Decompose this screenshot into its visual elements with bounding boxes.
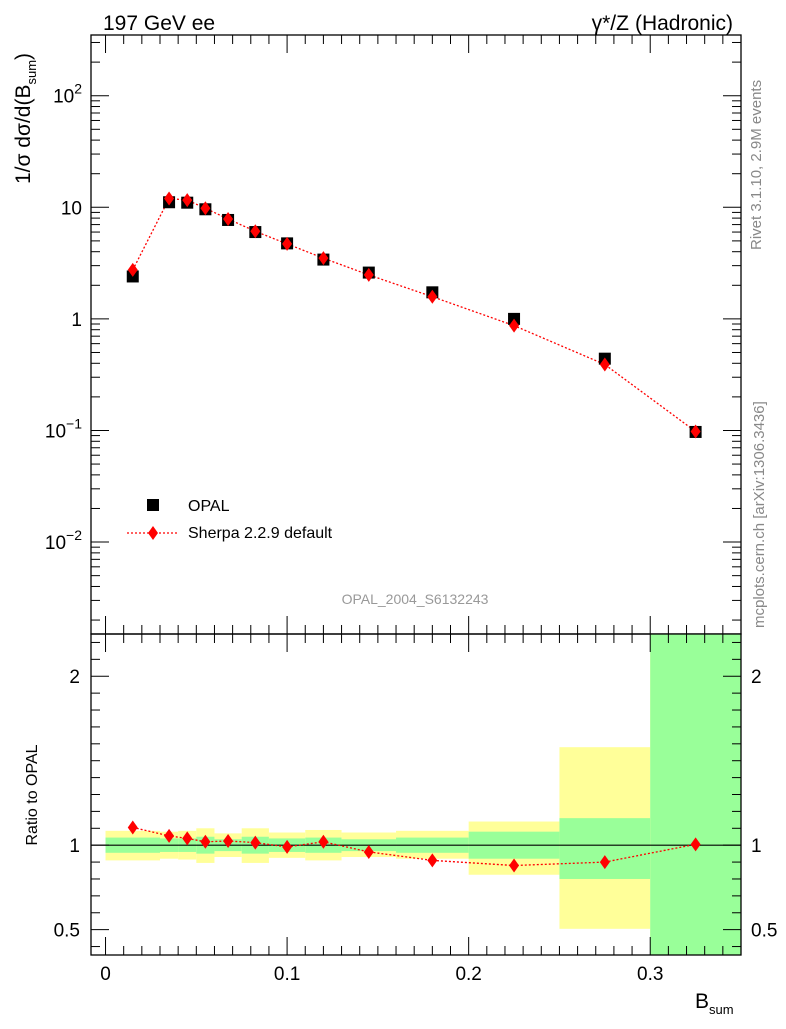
legend-label-sherpa: Sherpa 2.2.9 default [188,525,333,542]
ratio-xlabel: Bsum [695,990,734,1017]
ratio-point-sherpa [690,837,701,852]
main-ytick-label: 10−1 [45,415,82,442]
ratio-ytick-label-right: 1 [751,836,762,857]
main-ytick-label: 1 [71,310,82,331]
ratio-point-sherpa [127,820,138,835]
ratio-point-sherpa [164,828,175,843]
main-panel-frame [90,34,742,635]
ratio-xtick-label: 0.1 [274,964,300,985]
data-point-sherpa [250,224,261,239]
ratio-xlabel-subscript: sum [709,1002,734,1017]
main-ytick-label: 102 [53,81,82,108]
main-ytick-label-exponent: 2 [74,81,82,97]
data-point-sherpa [282,236,293,251]
ratio-point-sherpa [509,858,520,873]
ratio-ytick-label-left: 1 [69,836,80,857]
ratio-point-sherpa [363,844,374,859]
ratio-ytick-label-right: 0.5 [751,921,777,942]
header-energy: 197 GeV ee [103,12,215,35]
legend: OPAL Sherpa 2.2.9 default [127,498,333,542]
data-point-sherpa [127,262,138,277]
ratio-ylabel: Ratio to OPAL [24,744,41,845]
ratio-point-sherpa [282,839,293,854]
ratio-band-inner [650,634,741,955]
ratio-point-sherpa [427,853,438,868]
header-process-text: (Hadronic) [635,12,733,35]
main-ylabel-text: 1/σ dσ/d(B [12,85,35,184]
main-ytick-label-base: 10 [61,198,82,219]
ratio-xlabel-text: B [695,990,709,1013]
data-point-sherpa [223,212,234,227]
ratio-axes: 0 0.1 0.2 0.3 0.5 0.5 1 1 2 2 [54,634,777,985]
main-ytick-label: 10−2 [45,527,82,554]
data-point-sherpa [427,289,438,304]
ratio-point-sherpa [250,835,261,850]
ratio-ytick-label-right: 2 [751,667,762,688]
data-point-sherpa [690,424,701,439]
main-ylabel: 1/σ dσ/d(Bsum) [12,53,39,184]
main-plot-area [126,191,702,439]
mc-curve [132,197,696,433]
ratio-xtick-label: 0.3 [637,964,663,985]
header-process: γ*/Z (Hadronic) [592,12,733,35]
main-ytick-label-exponent: −1 [66,415,82,431]
ratio-point-sherpa [182,831,193,846]
legend-marker-opal [147,499,159,511]
ratio-ytick-label-left: 2 [69,667,80,688]
legend-label-opal: OPAL [188,498,230,515]
main-ylabel-close: ) [12,53,35,60]
main-ytick-label-base: 10 [45,421,66,442]
data-point-sherpa [509,318,520,333]
data-point-sherpa [599,357,610,372]
data-point-sherpa [182,193,193,208]
ratio-point-sherpa [599,855,610,870]
legend-marker-sherpa [148,526,158,540]
ratio-plot-area [91,820,741,873]
side-label-mcplots: mcplots.cern.ch [arXiv:1306.3436] [751,401,768,628]
ratio-xtick-label: 0.2 [455,964,481,985]
data-point-sherpa [363,267,374,282]
ratio-panel: 0 0.1 0.2 0.3 0.5 0.5 1 1 2 2 Ratio to OPAL Bsum [24,633,777,1017]
ratio-uncertainty-bands [105,634,741,955]
ratio-point-sherpa [318,834,329,849]
main-ytick-label: 10 [61,198,82,219]
main-ytick-label-base: 10 [53,87,74,108]
ratio-ytick-label-left: 0.5 [54,921,80,942]
main-ytick-label-base: 1 [71,310,82,331]
main-ytick-label-exponent: −2 [66,527,82,543]
data-point-sherpa [164,191,175,206]
ratio-point-sherpa [223,833,234,848]
ratio-band-inner [559,818,651,879]
header-process-symbol: γ*/Z [592,12,630,35]
data-point-sherpa [318,251,329,266]
main-ytick-label-base: 10 [45,533,66,554]
ratio-xtick-label: 0 [100,964,111,985]
side-label-rivet: Rivet 3.1.10, 2.9M events [748,80,765,250]
main-ylabel-subscript: sum [24,60,39,85]
ratio-point-sherpa [200,834,211,849]
data-point-sherpa [200,201,211,216]
watermark: OPAL_2004_S6132243 [342,591,489,607]
